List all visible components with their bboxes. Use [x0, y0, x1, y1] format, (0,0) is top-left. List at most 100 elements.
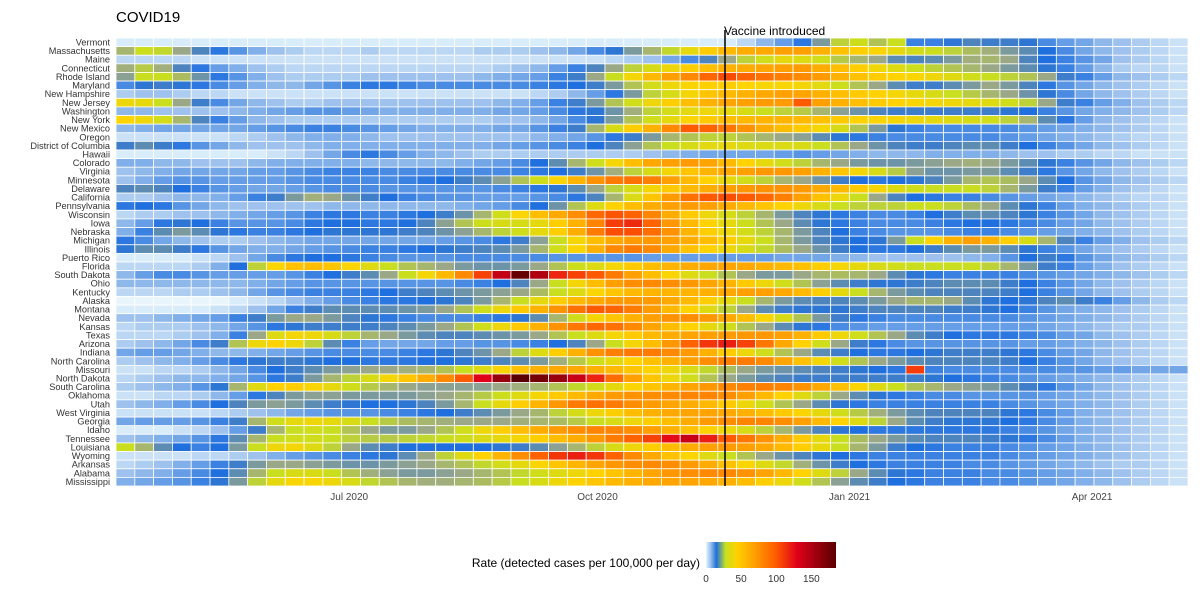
heatmap-cell — [1093, 175, 1114, 185]
state-label: Minnesota — [68, 175, 111, 185]
heatmap-cell — [755, 235, 775, 246]
heatmap-cell — [736, 227, 756, 237]
heatmap-cell — [341, 270, 361, 280]
heatmap-cell — [510, 72, 531, 82]
heatmap-cell — [284, 356, 305, 366]
heatmap-cell — [566, 37, 587, 48]
heatmap-cell — [548, 399, 568, 409]
heatmap-cell — [717, 37, 738, 48]
heatmap-cell — [322, 433, 343, 444]
heatmap-cell — [1074, 227, 1095, 237]
heatmap-cell — [604, 364, 625, 375]
heatmap-cell — [378, 158, 399, 168]
heatmap-cell — [811, 123, 832, 134]
heatmap-cell — [247, 158, 267, 168]
heatmap-cell — [830, 433, 850, 444]
heatmap-cell — [172, 158, 192, 168]
heatmap-cell — [510, 115, 531, 125]
heatmap-cell — [566, 382, 587, 392]
heatmap-cell — [1055, 132, 1076, 142]
heatmap-cell — [378, 252, 399, 263]
heatmap-cell — [1131, 192, 1151, 203]
heatmap-cell — [115, 97, 136, 108]
heatmap-cell — [736, 166, 756, 177]
heatmap-cell — [698, 408, 719, 418]
heatmap-cell — [397, 476, 418, 487]
heatmap-cell — [1168, 227, 1189, 237]
heatmap-cell — [360, 296, 380, 306]
heatmap-cell — [360, 54, 380, 65]
heatmap-cell — [529, 192, 549, 203]
heatmap-cell — [849, 442, 869, 452]
heatmap-cell — [755, 382, 775, 392]
heatmap-cell — [1074, 149, 1095, 160]
heatmap-cell — [717, 330, 738, 340]
heatmap-cell — [172, 37, 192, 48]
heatmap-cell — [585, 201, 606, 211]
heatmap-cell — [115, 175, 136, 185]
heatmap-cell — [190, 140, 211, 151]
heatmap-cell — [1149, 46, 1170, 56]
heatmap-cell — [924, 287, 944, 297]
heatmap-cell — [190, 390, 211, 401]
heatmap-cell — [134, 476, 155, 487]
legend-title: Rate (detected cases per 100,000 per day… — [472, 556, 700, 570]
heatmap-cell — [209, 80, 230, 91]
heatmap-cell — [472, 184, 493, 194]
heatmap-cell — [1149, 123, 1170, 134]
heatmap-cell — [566, 304, 587, 315]
heatmap-cell — [886, 356, 907, 366]
heatmap-cell — [755, 192, 775, 203]
heatmap-cell — [1018, 106, 1038, 116]
heatmap-cell — [999, 425, 1020, 435]
heatmap-cell — [830, 330, 850, 340]
heatmap-cell — [830, 227, 850, 237]
heatmap-cell — [755, 390, 775, 401]
heatmap-cell — [1074, 382, 1095, 392]
heatmap-cell — [736, 468, 756, 478]
heatmap-cell — [472, 287, 493, 297]
state-label: California — [71, 193, 111, 203]
heatmap-cell — [642, 54, 662, 65]
heatmap-cell — [773, 106, 794, 116]
heatmap-cell — [623, 72, 643, 82]
heatmap-cell — [209, 304, 230, 315]
heatmap-cell — [999, 63, 1020, 73]
heatmap-cell — [604, 97, 625, 108]
heatmap-cell — [228, 425, 249, 435]
heatmap-cell — [1112, 123, 1132, 134]
heatmap-cell — [755, 97, 775, 108]
heatmap-cell — [661, 382, 681, 392]
heatmap-cell — [172, 132, 192, 142]
heatmap-cell — [247, 97, 267, 108]
heatmap-cell — [642, 459, 662, 470]
heatmap-cell — [397, 184, 418, 194]
heatmap-cell — [1149, 278, 1170, 289]
heatmap-cell — [172, 261, 192, 272]
heatmap-cell — [548, 123, 568, 134]
heatmap-cell — [961, 390, 982, 401]
heatmap-cell — [642, 97, 662, 108]
heatmap-cell — [792, 123, 813, 134]
heatmap-cell — [566, 433, 587, 444]
heatmap-cell — [190, 476, 211, 487]
heatmap-cell — [115, 89, 136, 99]
heatmap-cell — [190, 261, 211, 272]
heatmap-cell — [134, 132, 155, 142]
heatmap-cell — [378, 123, 399, 134]
heatmap-cell — [604, 54, 625, 65]
heatmap-cell — [548, 416, 568, 427]
heatmap-cell — [830, 132, 850, 142]
heatmap-cell — [679, 235, 700, 246]
heatmap-cell — [773, 442, 794, 452]
heatmap-cell — [322, 459, 343, 470]
heatmap-cell — [717, 72, 738, 82]
heatmap-cell — [642, 201, 662, 211]
heatmap-cell — [1149, 356, 1170, 366]
heatmap-cell — [924, 54, 944, 65]
heatmap-cell — [792, 244, 813, 254]
heatmap-cell — [1149, 235, 1170, 246]
heatmap-cell — [849, 339, 869, 349]
heatmap-cell — [510, 382, 531, 392]
heatmap-cell — [134, 166, 155, 177]
